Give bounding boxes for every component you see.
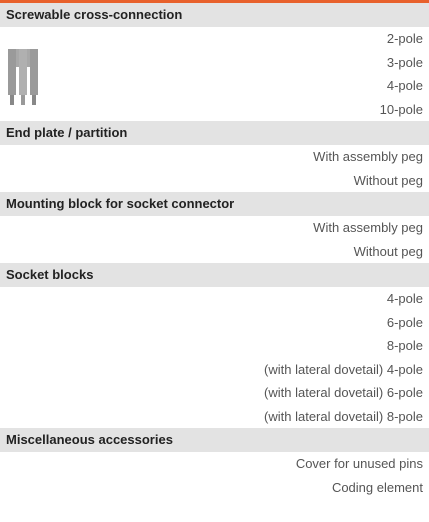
section: Socket blocks 4-pole 6-pole 8-pole (with lat… [0, 263, 429, 428]
accessory-list: Screwable cross-connection 2-pole 3-pole 4-… [0, 3, 429, 499]
item-row: 2-pole [386, 31, 423, 46]
item-row: 10-pole [379, 101, 423, 117]
section: Screwable cross-connection 2-pole 3-pole 4-… [0, 3, 429, 121]
item-row: Without peg [353, 243, 423, 259]
section: End plate / partition With assembly peg Wi… [0, 121, 429, 192]
item-row: Cover for unused pins [295, 456, 423, 471]
section-header: Screwable cross-connection [0, 3, 429, 27]
item-row: With assembly peg [313, 149, 423, 164]
item-row: (with lateral dovetail) 6-pole [264, 385, 423, 400]
item-row: Without peg [353, 172, 423, 188]
top-bar [0, 0, 429, 3]
item-row: (with lateral dovetail) 4-pole [264, 361, 423, 377]
item-row: 4-pole [386, 78, 423, 93]
section-header: End plate / partition [0, 121, 429, 145]
item-row: 6-pole [386, 314, 423, 330]
item-row: (with lateral dovetail) 8-pole [264, 408, 423, 424]
item-row: With assembly peg [313, 220, 423, 235]
product-icon [8, 49, 38, 105]
item-row: 4-pole [386, 291, 423, 306]
item-row: 3-pole [386, 54, 423, 70]
section-header: Miscellaneous accessories [0, 428, 429, 452]
item-row: 8-pole [386, 338, 423, 353]
item-row: Coding element [331, 479, 423, 495]
section-header: Mounting block for socket connector [0, 192, 429, 216]
section-header: Socket blocks [0, 263, 429, 287]
section: Mounting block for socket connector With … [0, 192, 429, 263]
section: Miscellaneous accessories Cover for unuse… [0, 428, 429, 499]
